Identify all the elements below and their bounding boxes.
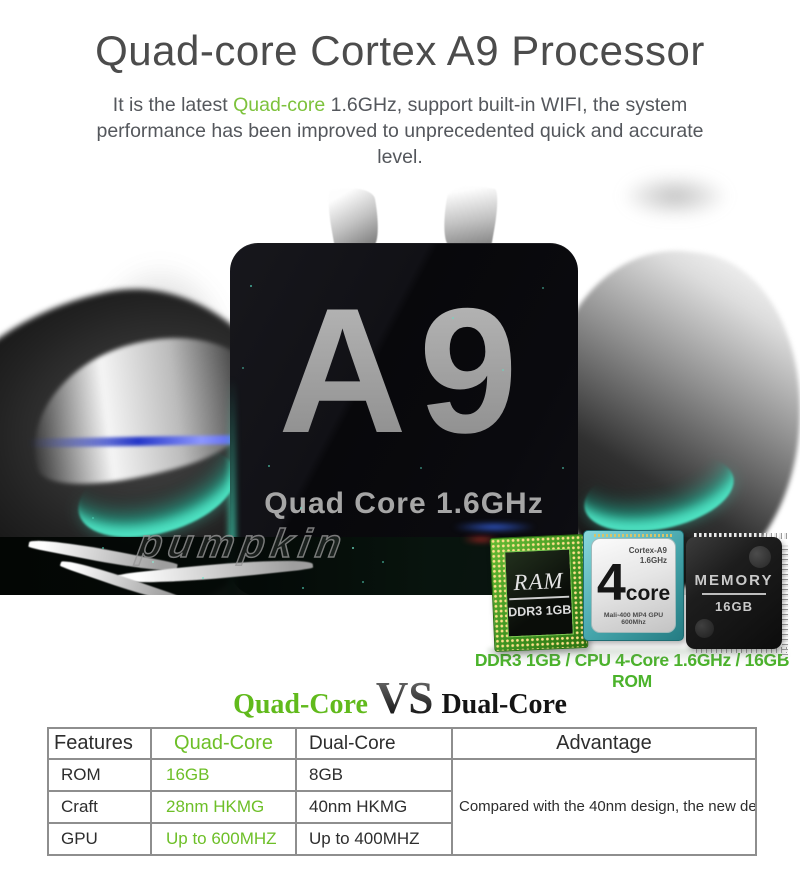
dual-core-cell: 8GB (295, 758, 453, 792)
quad-core-cell: Up to 600MHZ (150, 822, 297, 856)
cpu-chip: Cortex-A9 1.6GHz 4core Mali-400 MP4 GPU … (583, 530, 684, 641)
ram-chip-name: RAM (507, 567, 570, 600)
star-dots-decoration (0, 165, 2, 167)
subtitle-highlight: Quad-core (233, 94, 326, 116)
memory-chip: MEMORY 16GB (686, 533, 789, 657)
memory-chip-dimple (695, 619, 714, 638)
spec-caption: DDR3 1GB / CPU 4-Core 1.6GHz / 16GB ROM (475, 650, 790, 691)
subtitle-post: 1.6GHz, support built-in WIFI, the syste… (96, 94, 704, 168)
cpu-core-word: core (625, 582, 671, 605)
memory-chip-divider (702, 593, 766, 595)
comparison-table: Features Quad-Core Dual-Core Advantage R… (47, 727, 757, 856)
cpu-model-line: Cortex-A9 (628, 546, 667, 555)
chip-trio: RAM DDR3 1GB Cortex-A9 1.6GHz 4core Mali… (480, 530, 795, 665)
cpu-chip-model: Cortex-A9 1.6GHz (629, 546, 667, 567)
cpu-gpu-label: Mali-400 MP4 GPU 600Mhz (603, 612, 664, 626)
memory-chip-dimple (749, 546, 771, 568)
blue-glow-decoration (438, 521, 550, 533)
dual-core-cell: 40nm HKMG (295, 790, 453, 824)
feature-cell: GPU (47, 822, 152, 856)
table-header-row: Features Quad-Core Dual-Core Advantage (47, 727, 757, 760)
ram-chip: RAM DDR3 1GB (489, 534, 589, 652)
hero-image: A9 Quad Core 1.6GHz pumpkin RAM DDR3 1GB (0, 165, 800, 664)
col-header-advantage: Advantage (451, 727, 757, 760)
versus-vs-label: VS (375, 673, 434, 723)
smoke-wisp-decoration (600, 165, 750, 227)
table-row: Craft 28nm HKMG 40nm HKMG (47, 790, 756, 824)
cpu-clock-line: 1.6GHz (639, 556, 667, 566)
cpu-chip-face: Cortex-A9 1.6GHz 4core Mali-400 MP4 GPU … (591, 538, 676, 633)
subtitle-pre: It is the latest (112, 94, 234, 116)
memory-chip-body: MEMORY 16GB (686, 537, 782, 649)
memory-chip-pins (782, 545, 788, 657)
feature-cell: ROM (47, 758, 152, 792)
ram-chip-spec: DDR3 1GB (507, 602, 572, 619)
cpu-core-count: 4 (596, 554, 626, 612)
memory-chip-spec: 16GB (715, 599, 753, 614)
red-glow-decoration (455, 535, 507, 544)
memory-chip-pins (694, 533, 789, 539)
advantage-cell: Compared with the 40nm design, the new d… (451, 758, 757, 856)
col-header-features: Features (47, 727, 152, 760)
memory-chip-name: MEMORY (694, 572, 774, 589)
dual-core-cell: Up to 400MHZ (295, 822, 453, 856)
table-row: ROM 16GB 8GB Compared with the 40nm desi… (47, 758, 757, 856)
page-title: Quad-core Cortex A9 Processor (95, 27, 705, 74)
page-subtitle: It is the latest Quad-core 1.6GHz, suppo… (75, 92, 725, 170)
chip-clock-label: Quad Core 1.6GHz (264, 487, 544, 520)
memory-chip-pins (694, 647, 789, 653)
versus-dual-label: Dual-Core (441, 689, 567, 720)
cpu-core-label: 4core (592, 557, 675, 609)
quad-core-cell: 16GB (150, 758, 297, 792)
brand-logo: pumpkin (133, 521, 351, 567)
ram-chip-panel: RAM DDR3 1GB (504, 548, 574, 638)
table-row: GPU Up to 600MHZ Up to 400MHZ (47, 822, 756, 856)
col-header-quad-core: Quad-Core (150, 727, 297, 760)
chip-model-label: A9 (230, 282, 578, 460)
versus-heading: Quad-Core VS Dual-Core (0, 676, 800, 721)
col-header-dual-core: Dual-Core (295, 727, 453, 760)
feature-cell: Craft (47, 790, 152, 824)
quad-core-cell: 28nm HKMG (150, 790, 297, 824)
versus-quad-label: Quad-Core (233, 689, 368, 720)
